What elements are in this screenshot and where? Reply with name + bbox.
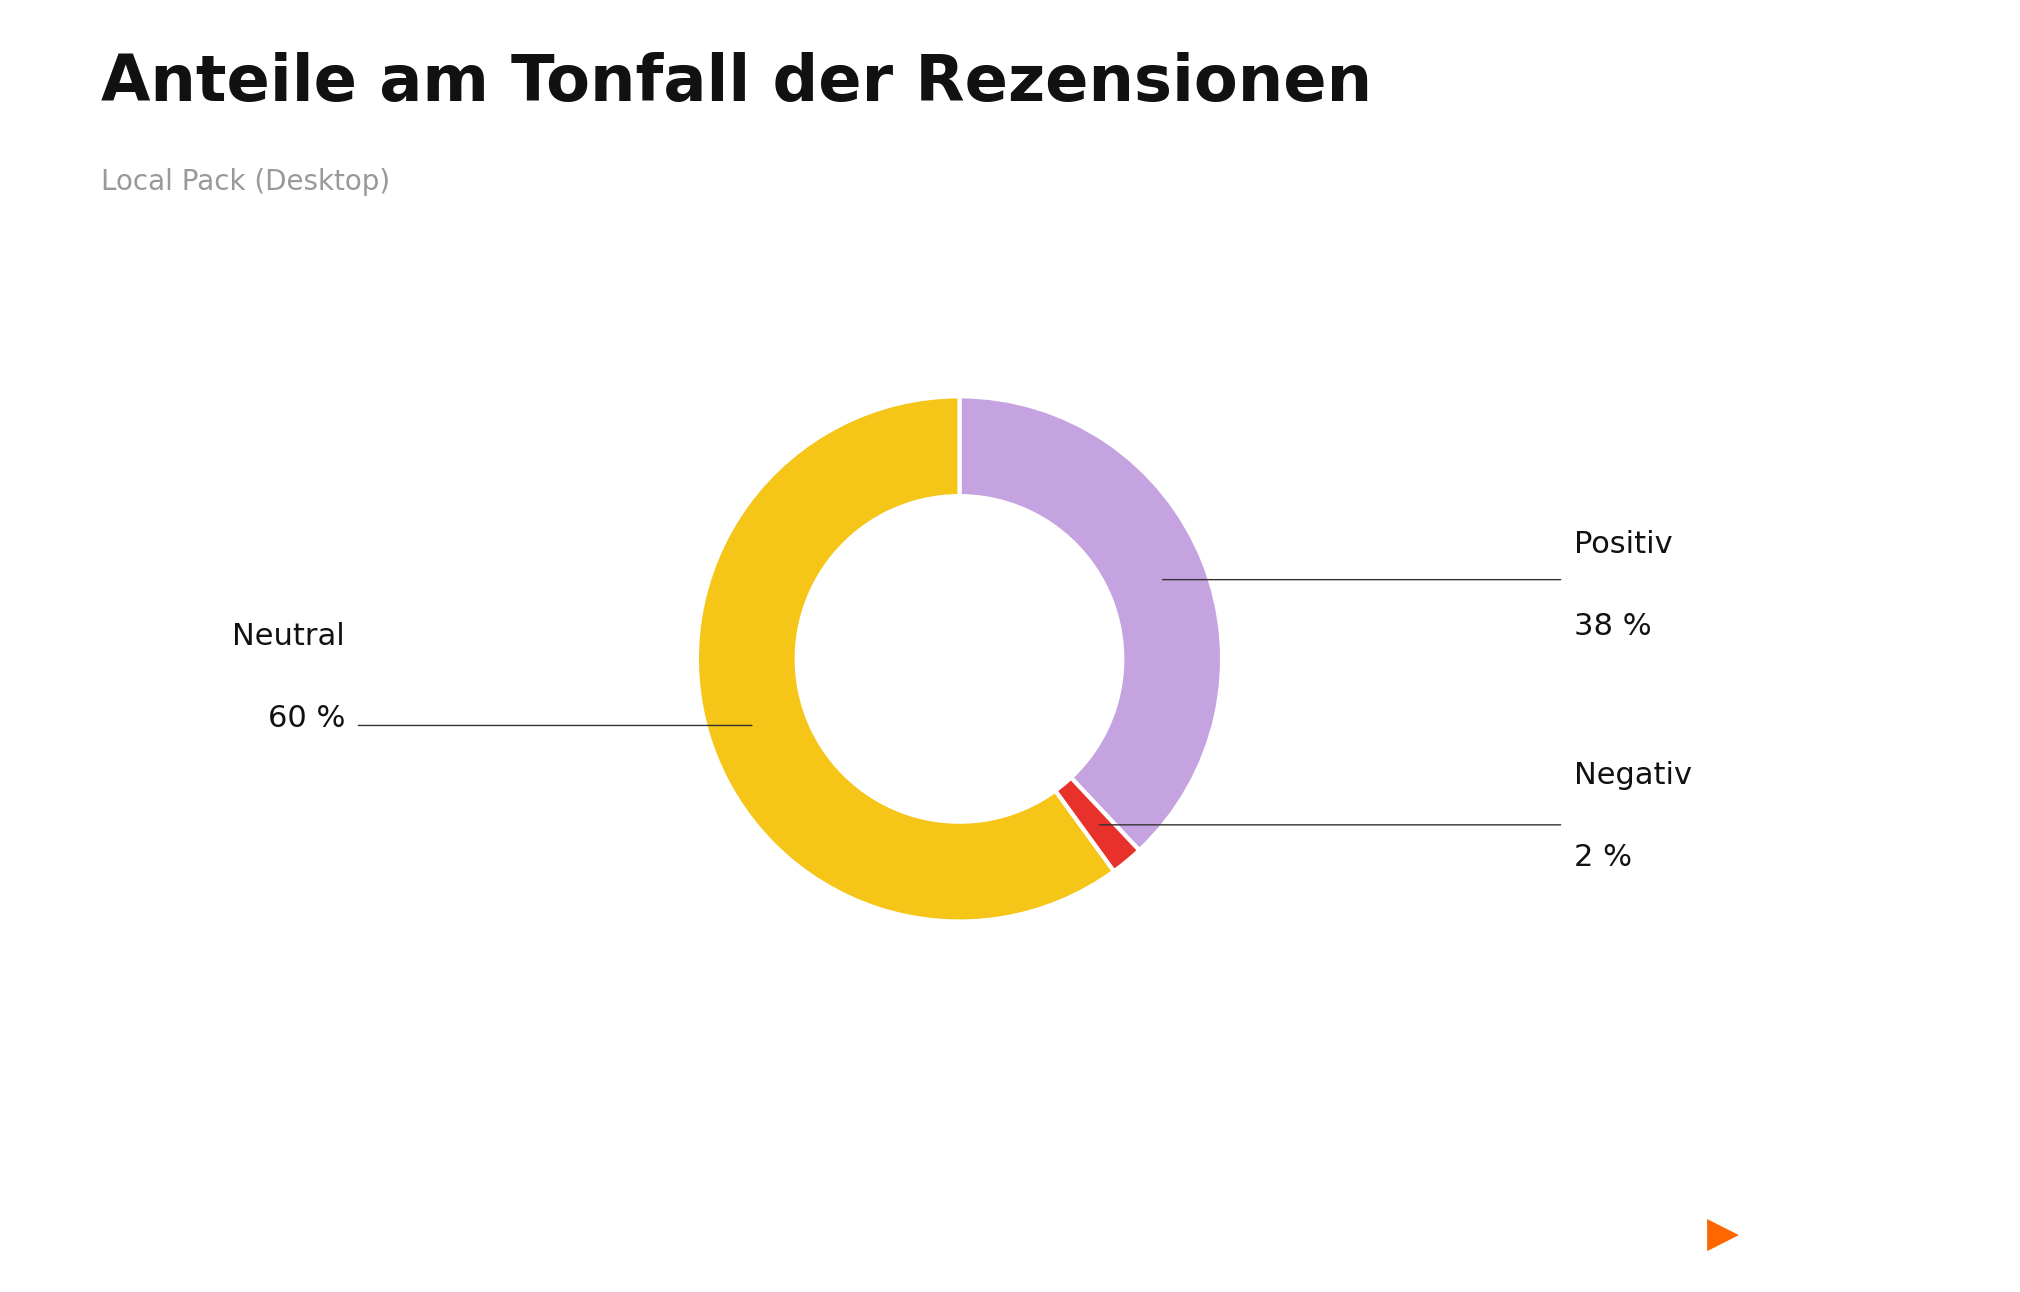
Wedge shape (960, 397, 1222, 850)
Text: Neutral: Neutral (232, 621, 345, 651)
Text: 2 %: 2 % (1574, 842, 1632, 872)
Text: Positiv: Positiv (1574, 530, 1673, 559)
Text: 38 %: 38 % (1574, 611, 1652, 641)
Text: SEMRUSH: SEMRUSH (1763, 1217, 1972, 1253)
Text: 60 %: 60 % (267, 704, 345, 733)
Text: ▶: ▶ (1707, 1214, 1739, 1256)
Text: Anteile am Tonfall der Rezensionen: Anteile am Tonfall der Rezensionen (101, 52, 1372, 114)
Text: Local Pack (Desktop): Local Pack (Desktop) (101, 168, 390, 196)
Text: Negativ: Negativ (1574, 761, 1693, 791)
Wedge shape (697, 397, 1113, 921)
Wedge shape (1054, 778, 1139, 871)
Text: semrush.com: semrush.com (91, 1221, 297, 1249)
